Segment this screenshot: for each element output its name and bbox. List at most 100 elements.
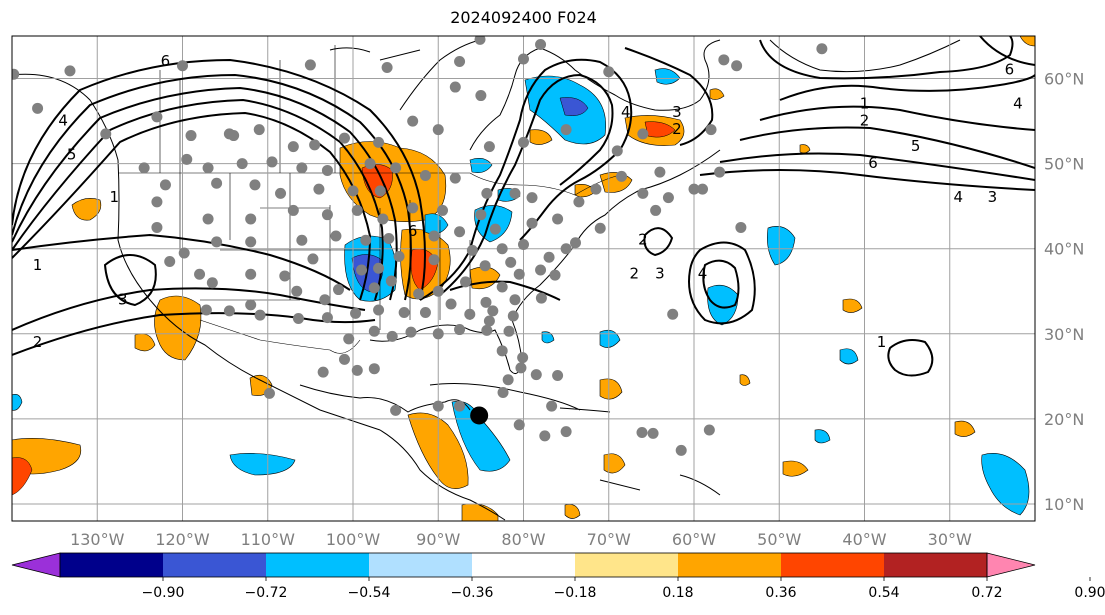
station-dot — [432, 328, 444, 340]
station-dot — [373, 304, 385, 316]
colorbar-extend-low — [11, 552, 61, 578]
station-dot — [475, 90, 487, 102]
colorbar-segment — [472, 553, 576, 577]
station-dot — [321, 209, 333, 221]
station-dot — [185, 130, 197, 142]
longitude-label: 130°W — [70, 530, 125, 549]
station-dot — [151, 221, 163, 233]
station-dot — [496, 345, 508, 357]
colorbar-segment — [369, 553, 473, 577]
station-dot — [356, 264, 368, 276]
station-dot — [159, 179, 171, 191]
station-dot — [513, 268, 525, 280]
station-dot — [518, 136, 529, 148]
colorbar-segment — [266, 553, 370, 577]
colorbar-segment — [884, 553, 988, 577]
colorbar: −0.90 −0.72 −0.54 −0.36 −0.18 0.18 0.36 0.54 0.7… — [11, 552, 1105, 601]
station-dot — [407, 202, 419, 214]
colorbar-tick-label: −0.18 — [554, 585, 597, 601]
station-dot — [338, 353, 350, 365]
station-dot — [228, 130, 240, 142]
station-dot — [386, 330, 398, 342]
station-dot — [253, 124, 265, 136]
station-dot — [546, 400, 558, 412]
station-dot — [714, 166, 726, 178]
station-dot — [245, 236, 257, 248]
station-dot — [249, 179, 261, 191]
station-dot — [200, 304, 212, 316]
station-dot — [647, 427, 659, 439]
colorbar-segment — [678, 553, 782, 577]
longitude-label: 90°W — [416, 530, 460, 549]
station-dot — [637, 128, 649, 140]
station-dot — [594, 222, 606, 234]
colorbar-tick-label: 0.90 — [1074, 585, 1105, 601]
station-dot — [535, 39, 547, 51]
contour-value-label: 1 — [33, 256, 43, 274]
station-dot — [405, 326, 417, 338]
colorbar-tick-label: 0.18 — [662, 585, 693, 601]
station-dot — [637, 187, 649, 199]
station-dot — [518, 53, 529, 65]
station-dot — [703, 424, 715, 436]
station-dot — [543, 251, 555, 263]
station-dot — [483, 315, 495, 327]
map-frame — [11, 35, 1036, 522]
station-dot — [535, 264, 547, 276]
longitude-tick-labels: 130°W 120°W 110°W 100°W 90°W 80°W 70°W 60°W 50°W… — [70, 530, 972, 549]
station-dot — [287, 141, 299, 153]
station-dot — [313, 183, 325, 195]
station-dot — [287, 204, 299, 216]
station-dot — [407, 115, 419, 127]
station-dot — [275, 187, 287, 199]
station-dot — [291, 285, 303, 297]
station-dot — [368, 282, 380, 294]
longitude-label: 70°W — [587, 530, 631, 549]
station-dot — [483, 141, 495, 153]
latitude-label: 30°N — [1044, 325, 1084, 344]
station-dot — [526, 192, 538, 204]
contour-value-label: 4 — [621, 103, 631, 121]
station-dot — [32, 102, 44, 114]
station-dot — [454, 400, 466, 412]
station-dot — [445, 298, 457, 310]
station-dot — [460, 276, 472, 288]
contour-value-label: 6 — [161, 52, 171, 70]
colorbar-tick-label: −0.36 — [451, 585, 494, 601]
station-dot — [100, 128, 112, 140]
station-dot — [705, 124, 717, 136]
station-dot — [662, 192, 674, 204]
station-dot — [390, 162, 402, 174]
station-dot — [489, 223, 501, 235]
contour-value-label: 2 — [672, 120, 682, 138]
station-dot — [178, 247, 190, 259]
station-dot — [321, 312, 333, 324]
station-dot — [385, 275, 397, 287]
station-dot — [466, 244, 478, 256]
station-dot — [181, 153, 193, 165]
colorbar-segment — [575, 553, 679, 577]
station-dot — [505, 256, 517, 268]
station-dot — [428, 230, 440, 242]
station-dot — [373, 262, 385, 274]
station-dot — [432, 285, 444, 297]
station-dot — [338, 132, 350, 144]
contour-value-label: 3 — [988, 188, 998, 206]
colorbar-segment — [781, 553, 885, 577]
station-dot — [449, 81, 461, 93]
station-dot — [454, 324, 466, 336]
station-dot — [304, 59, 316, 71]
latitude-label: 60°N — [1044, 70, 1084, 89]
station-dot — [497, 387, 509, 399]
station-dot — [236, 158, 248, 170]
contour-value-label: 3 — [672, 103, 682, 121]
station-dot — [319, 294, 331, 306]
map-title: 2024092400 F024 — [450, 8, 597, 27]
contour-value-label: 4 — [698, 265, 708, 283]
station-dot — [816, 43, 828, 55]
station-dot — [479, 260, 491, 272]
station-dot — [428, 254, 440, 266]
station-dot — [535, 292, 547, 304]
station-dot — [296, 234, 308, 246]
